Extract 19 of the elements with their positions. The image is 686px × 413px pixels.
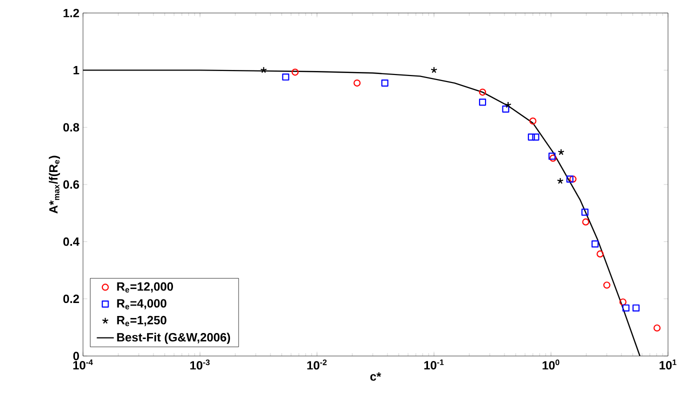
legend-label: R$_{e}$=12,000 xyxy=(117,282,174,293)
x-tick-label: 10$^{-1}$ xyxy=(424,360,444,370)
y-tick-label: 0 xyxy=(73,352,79,360)
x-tick-label: 10$^{-3}$ xyxy=(190,360,210,370)
legend-label: R$_{e}$=4,000 xyxy=(117,299,166,310)
y-tick-label: 1.2 xyxy=(64,8,80,18)
x-axis-title: c* xyxy=(370,372,382,381)
y-axis-title: A*$_{max}$/f(R$_{e}$) xyxy=(48,156,60,214)
legend-label: R$_{e}$=1,250 xyxy=(117,316,166,326)
y-tick-label: 0.4 xyxy=(63,237,80,246)
y-tick-label: 0.2 xyxy=(63,294,80,304)
legend-label: Best-Fit (G&W,2006) xyxy=(117,332,230,344)
x-tick-label: 10$^{0}$ xyxy=(542,360,560,370)
y-tick-label: 0.8 xyxy=(63,123,80,132)
x-tick-label: 10$^{1}$ xyxy=(660,360,676,370)
y-tick-label: 0.6 xyxy=(63,180,80,189)
x-tick-label: 10$^{-4}$ xyxy=(73,360,93,370)
y-tick-label: 1 xyxy=(74,66,80,74)
x-tick-label: 10$^{-2}$ xyxy=(307,360,327,370)
